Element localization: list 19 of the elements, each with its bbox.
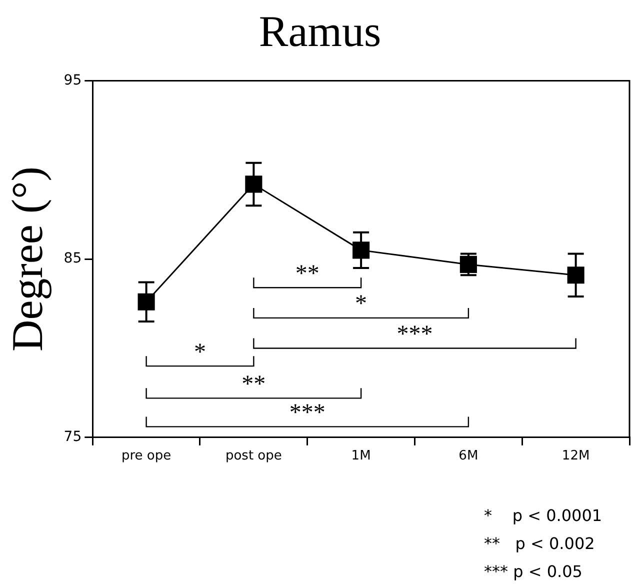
- x-tick-label: post ope: [225, 448, 282, 464]
- annotation: **: [295, 260, 320, 287]
- annotation: ***: [396, 322, 433, 348]
- text: ** p < 0.002: [484, 534, 595, 554]
- x-tick-label: pre ope: [121, 448, 172, 464]
- y-axis-title: Degree (°): [2, 166, 52, 352]
- text: * p < 0.0001: [484, 506, 602, 526]
- annotation: **: [242, 371, 266, 398]
- x-tick-label: 6M: [458, 448, 478, 464]
- annotation: ***: [289, 400, 326, 426]
- y-tick-label: 95: [64, 72, 82, 88]
- annotation: *: [194, 339, 206, 366]
- text: *** p < 0.05: [484, 562, 582, 582]
- x-tick-label: 12M: [562, 448, 590, 464]
- x-tick-label: 1M: [351, 448, 371, 464]
- annotation: *: [355, 291, 368, 318]
- chart-title: Ramus: [258, 6, 382, 56]
- y-tick-label: 85: [64, 250, 82, 267]
- y-tick-label: 75: [64, 429, 82, 446]
